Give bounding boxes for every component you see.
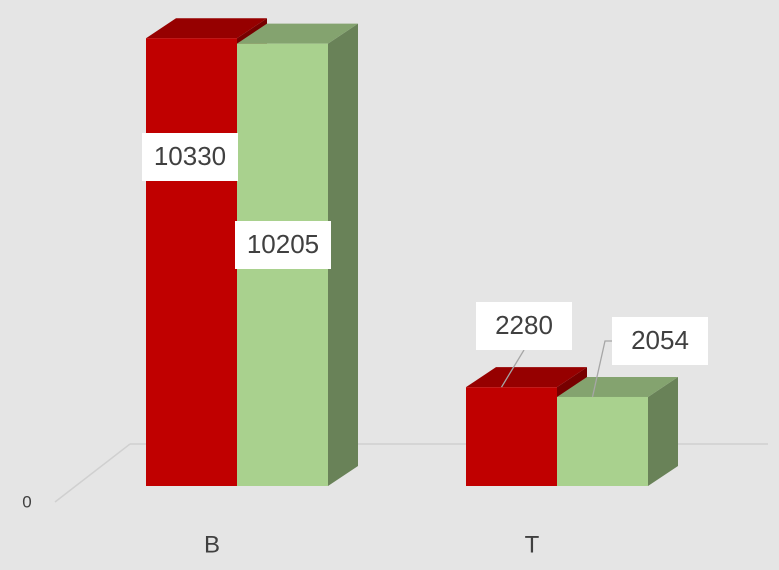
data-label: 2054 bbox=[631, 325, 689, 355]
bar-top bbox=[466, 367, 587, 388]
x-tick-label: T bbox=[525, 531, 540, 558]
bar-front bbox=[146, 38, 237, 486]
y-tick-label: 0 bbox=[22, 492, 31, 511]
bar-side bbox=[328, 23, 358, 486]
data-label: 10330 bbox=[154, 141, 226, 171]
bar-front bbox=[466, 387, 557, 486]
bar-top bbox=[237, 23, 358, 44]
data-label-box bbox=[476, 302, 572, 350]
bar-front bbox=[557, 396, 648, 486]
bar-top bbox=[557, 376, 678, 397]
data-label: 10205 bbox=[247, 229, 319, 259]
leader-line bbox=[500, 349, 525, 388]
data-label-box bbox=[235, 221, 331, 269]
bar-side bbox=[648, 376, 678, 486]
bar bbox=[557, 376, 678, 486]
leader-line bbox=[591, 340, 612, 398]
x-tick-label: B bbox=[204, 531, 220, 558]
data-label: 2280 bbox=[495, 310, 553, 340]
floor-edge bbox=[54, 443, 131, 503]
data-label-box bbox=[142, 133, 238, 181]
bar-top bbox=[146, 18, 267, 39]
data-label-box bbox=[612, 317, 708, 365]
